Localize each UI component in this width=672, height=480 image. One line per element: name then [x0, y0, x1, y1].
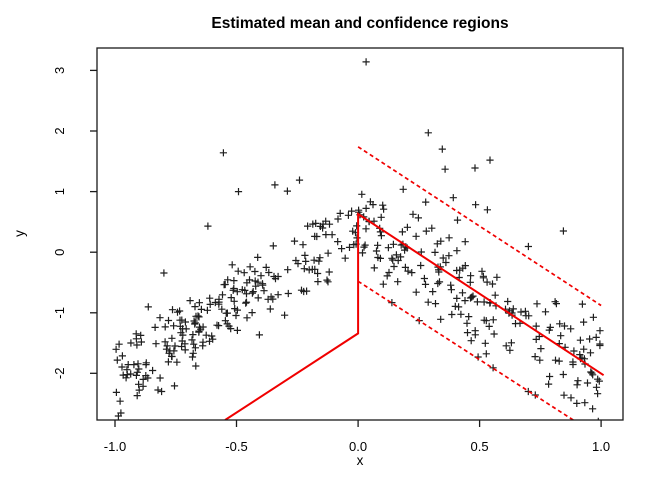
x-tick-label: 0.5 [471, 439, 489, 454]
chart-title: Estimated mean and confidence regions [211, 15, 509, 32]
y-tick-label: -1 [52, 307, 67, 319]
y-tick-label: 1 [52, 188, 67, 195]
y-axis-label: y [11, 230, 27, 237]
x-tick-label: 1.0 [592, 439, 610, 454]
lower-confidence-band-line [357, 280, 574, 420]
upper-confidence-band-line [357, 146, 602, 307]
y-tick-label: -2 [52, 368, 67, 380]
estimated-mean-line [224, 212, 605, 420]
plot-frame [96, 47, 624, 421]
y-tick-label: 2 [52, 127, 67, 134]
y-tick-label: 0 [52, 249, 67, 256]
x-tick-label: -1.0 [104, 439, 126, 454]
x-tick-label: -0.5 [225, 439, 247, 454]
y-tick-label: 3 [52, 67, 67, 74]
x-tick-label: 0.0 [349, 439, 367, 454]
x-axis-label: x [356, 453, 364, 468]
data-layer [112, 58, 605, 420]
